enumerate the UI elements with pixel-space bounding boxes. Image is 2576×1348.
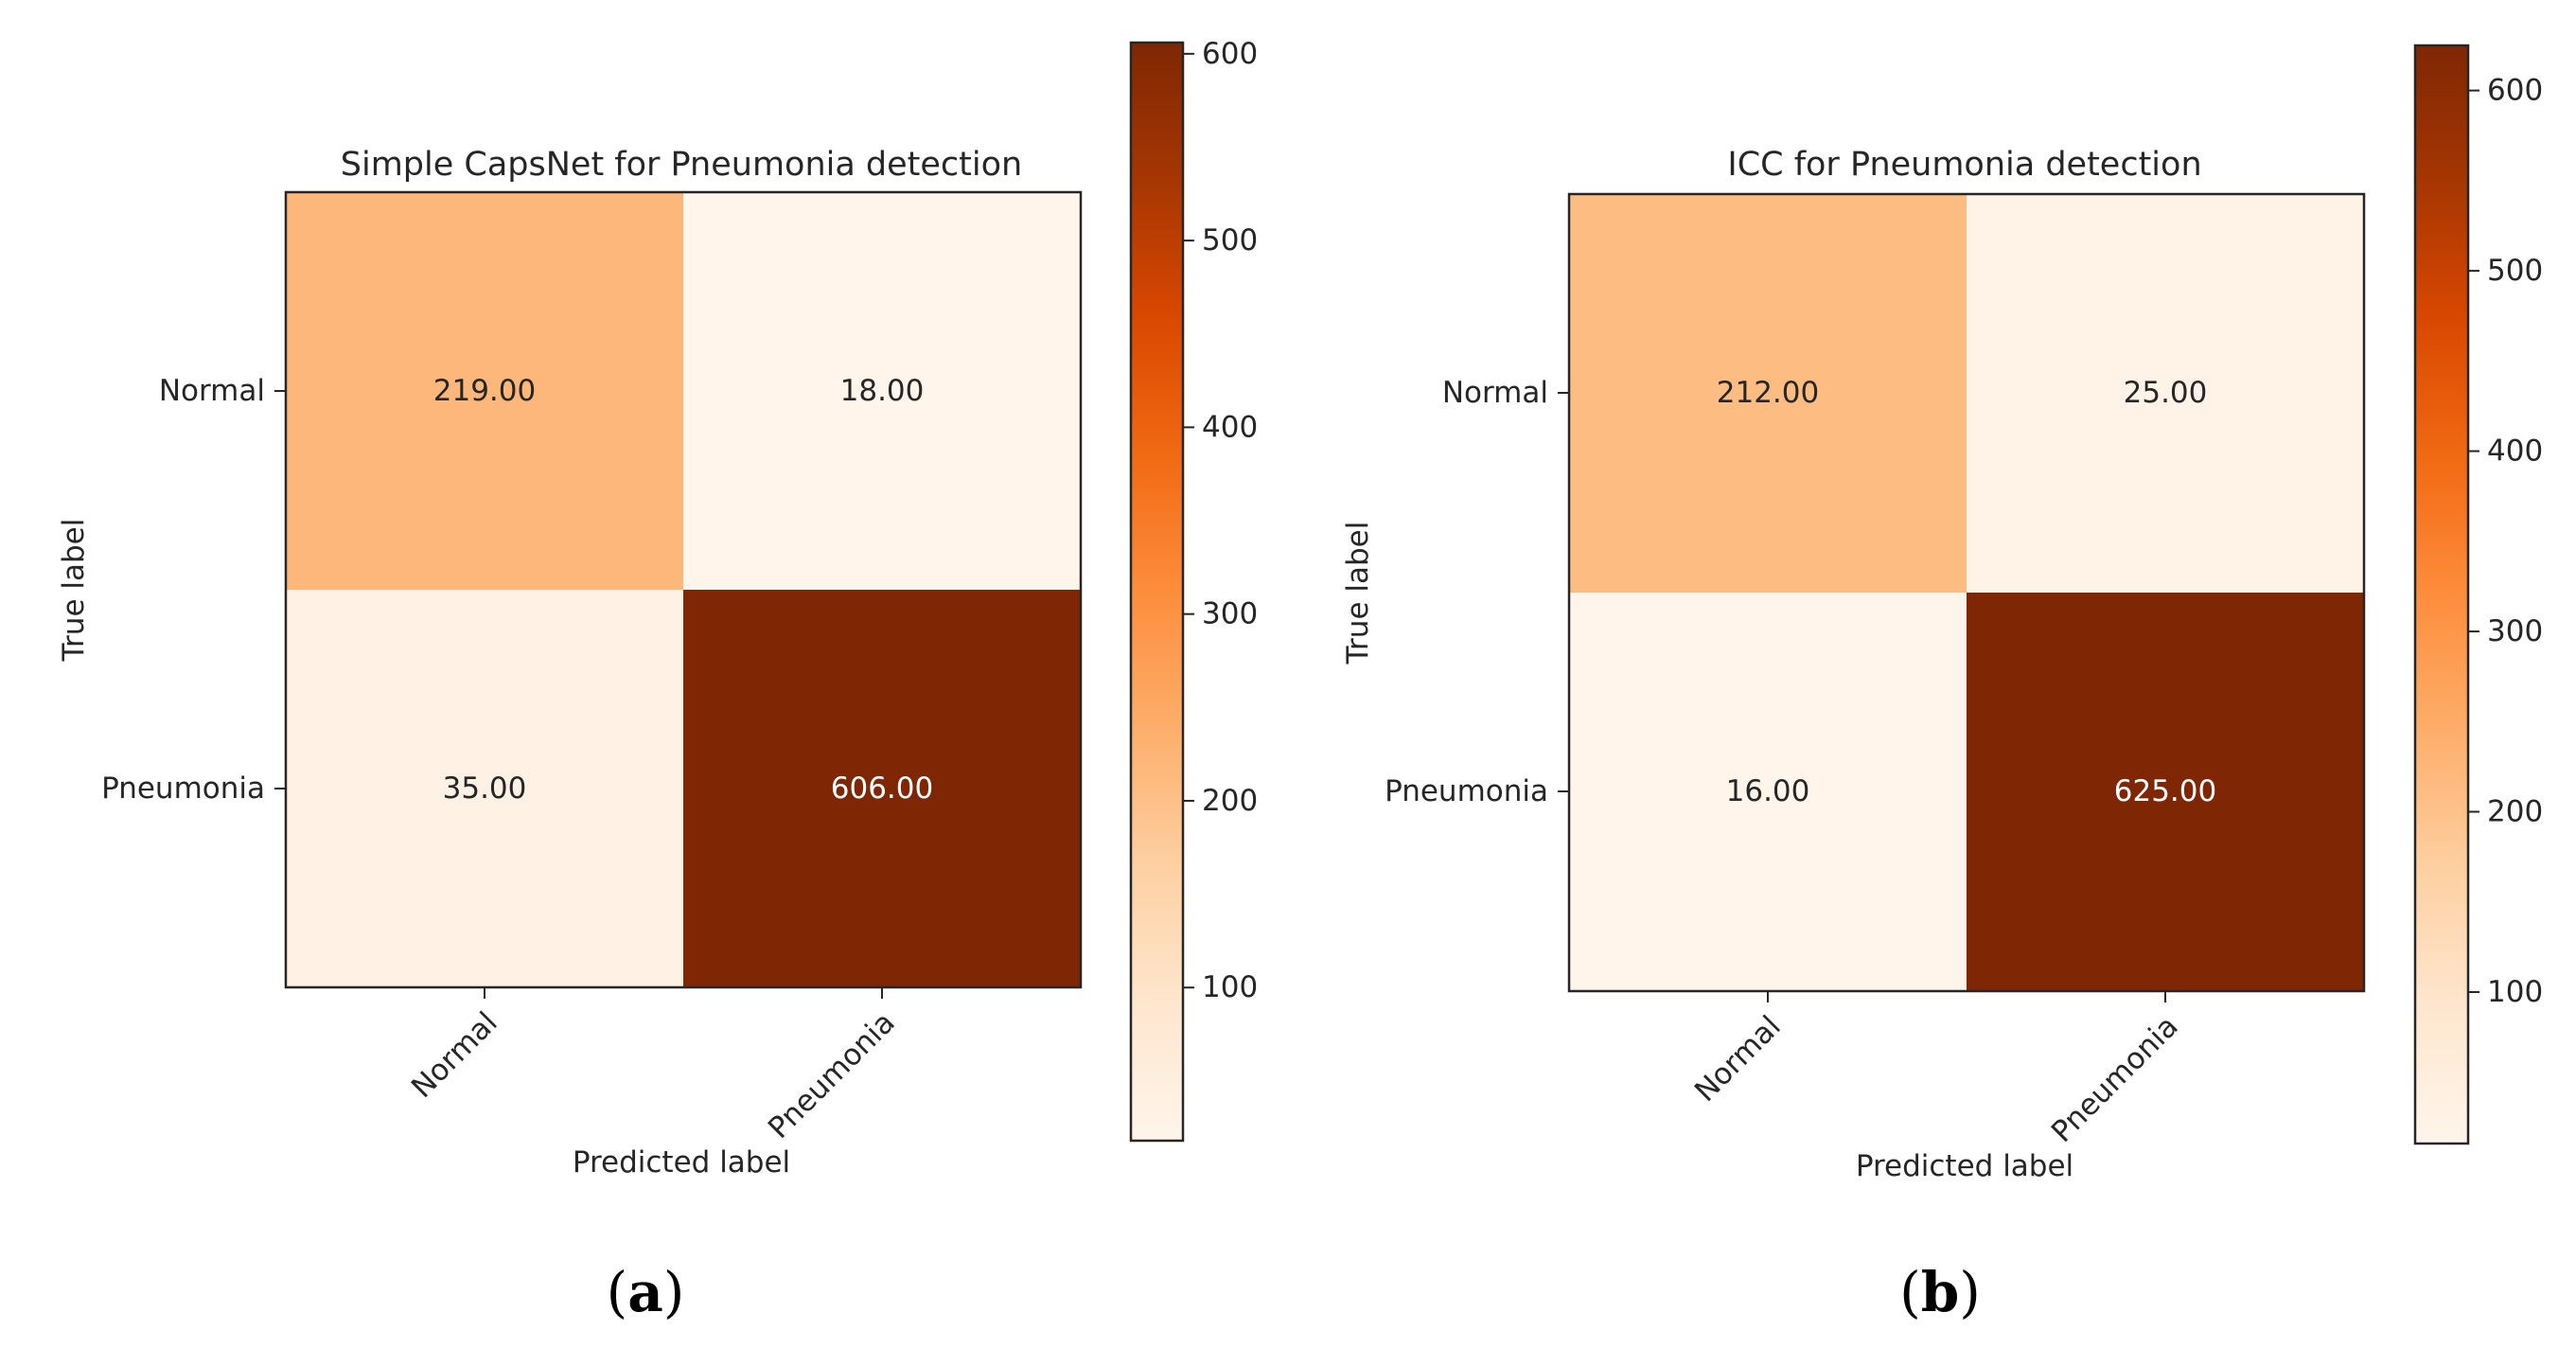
x-tick-label-pneumonia: Pneumonia bbox=[762, 1005, 902, 1145]
cell-label-pneumonia-normal: 35.00 bbox=[443, 772, 527, 806]
cell-label-normal-normal: 212.00 bbox=[1717, 376, 1819, 410]
panel-caption-a: (a) bbox=[607, 1260, 685, 1324]
x-tick-label-pneumonia: Pneumonia bbox=[2045, 1009, 2185, 1149]
cell-label-normal-normal: 219.00 bbox=[433, 374, 536, 408]
y-axis-label: True label bbox=[57, 519, 91, 663]
x-axis: Normal Pneumonia Predicted label bbox=[405, 987, 902, 1180]
colorbar: 100 200 300 400 500 600 bbox=[2413, 44, 2543, 1145]
cell-labels: 212.00 25.00 16.00 625.00 bbox=[1717, 376, 2216, 808]
cell-label-pneumonia-pneumonia: 606.00 bbox=[831, 772, 933, 806]
cell-labels: 219.00 18.00 35.00 606.00 bbox=[433, 374, 933, 806]
heatmap-cell-normal-pneumonia bbox=[1967, 194, 2364, 593]
colorbar-tick-label: 400 bbox=[1202, 410, 1258, 444]
colorbar-gradient bbox=[1129, 41, 1185, 1143]
y-tick-label-normal: Normal bbox=[1442, 376, 1548, 410]
cell-label-pneumonia-pneumonia: 625.00 bbox=[2114, 774, 2216, 808]
heatmap-cell-normal-pneumonia bbox=[683, 192, 1081, 590]
colorbar-tick-label: 500 bbox=[1202, 223, 1258, 257]
heatmap-cell-pneumonia-normal bbox=[1569, 593, 1967, 991]
heatmap-cell-pneumonia-pneumonia bbox=[1967, 593, 2364, 991]
y-axis: Normal Pneumonia True label bbox=[1341, 376, 1569, 808]
y-axis-label: True label bbox=[1341, 522, 1375, 665]
cell-label-pneumonia-normal: 16.00 bbox=[1726, 774, 1810, 808]
panel-caption-b: (b) bbox=[1899, 1260, 1981, 1324]
cell-label-normal-pneumonia: 25.00 bbox=[2124, 376, 2208, 410]
chart-title: Simple CapsNet for Pneumonia detection bbox=[341, 146, 1022, 184]
heatmap-cell-normal-normal bbox=[286, 192, 683, 590]
colorbar: 100 200 300 400 500 600 bbox=[1129, 37, 1258, 1143]
colorbar-tick-label: 400 bbox=[2487, 435, 2543, 469]
heatmap-cells bbox=[286, 192, 1081, 987]
x-axis-label: Predicted label bbox=[1856, 1149, 2073, 1183]
heatmap-cell-pneumonia-normal bbox=[286, 590, 683, 987]
colorbar-tick-label: 200 bbox=[1202, 784, 1258, 818]
plot-frame bbox=[1567, 192, 2366, 993]
colorbar-ticks: 100 200 300 400 500 600 bbox=[2468, 74, 2543, 1009]
chart-title: ICC for Pneumonia detection bbox=[1727, 146, 2201, 184]
panel-a: Simple CapsNet for Pneumonia detection 2… bbox=[57, 37, 1258, 1324]
colorbar-tick-label: 600 bbox=[2487, 74, 2543, 108]
colorbar-gradient bbox=[2413, 44, 2470, 1145]
cell-label-normal-pneumonia: 18.00 bbox=[840, 374, 925, 408]
y-tick-label-pneumonia: Pneumonia bbox=[101, 772, 265, 806]
colorbar-tick-label: 600 bbox=[1202, 37, 1258, 71]
colorbar-ticks: 100 200 300 400 500 600 bbox=[1183, 37, 1258, 1004]
colorbar-tick-label: 100 bbox=[1202, 970, 1258, 1004]
colorbar-tick-label: 500 bbox=[2487, 254, 2543, 288]
x-axis: Normal Pneumonia Predicted label bbox=[1688, 991, 2185, 1183]
x-tick-label-normal: Normal bbox=[405, 1005, 504, 1105]
colorbar-tick-label: 300 bbox=[1202, 597, 1258, 631]
colorbar-tick-label: 200 bbox=[2487, 795, 2543, 829]
x-axis-label: Predicted label bbox=[573, 1145, 790, 1180]
colorbar-tick-label: 100 bbox=[2487, 975, 2543, 1009]
heatmap-cells bbox=[1569, 194, 2364, 991]
y-axis: Normal Pneumonia True label bbox=[57, 374, 286, 806]
heatmap-cell-normal-normal bbox=[1569, 194, 1967, 593]
colorbar-tick-label: 300 bbox=[2487, 614, 2543, 648]
plot-frame bbox=[284, 190, 1083, 989]
y-tick-label-normal: Normal bbox=[159, 374, 265, 408]
heatmap-cell-pneumonia-pneumonia bbox=[683, 590, 1081, 987]
panel-b: ICC for Pneumonia detection 212.00 25.00… bbox=[1341, 44, 2543, 1324]
y-tick-label-pneumonia: Pneumonia bbox=[1385, 774, 1548, 808]
x-tick-label-normal: Normal bbox=[1688, 1009, 1788, 1109]
